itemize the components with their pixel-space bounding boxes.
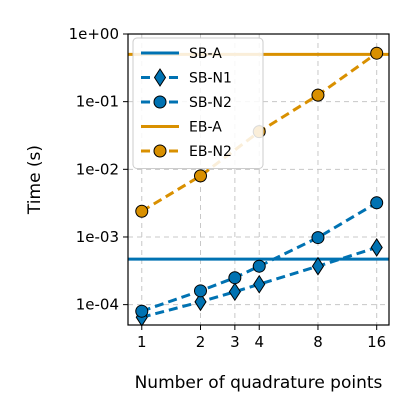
data-point xyxy=(370,46,384,60)
axes-frame xyxy=(127,33,390,326)
y-tick-label: 1e-03 xyxy=(76,228,119,246)
x-axis-label: Number of quadrature points xyxy=(135,373,383,393)
data-point xyxy=(370,196,384,210)
x-tick-label: 1 xyxy=(137,333,147,351)
legend-entry: EB-N2 xyxy=(141,144,232,160)
legend-label: SB-N2 xyxy=(189,95,232,111)
data-point xyxy=(253,274,266,294)
legend-marker xyxy=(153,68,167,87)
legend-entry: SB-N2 xyxy=(141,95,232,111)
data-point xyxy=(135,204,149,218)
legend-label: EB-N2 xyxy=(189,144,232,160)
y-tick-label: 1e-04 xyxy=(76,296,119,314)
y-axis-label: Time (s) xyxy=(25,145,45,215)
data-point xyxy=(135,304,149,318)
series-sb-n2 xyxy=(135,196,384,318)
x-tick-label: 8 xyxy=(313,333,323,351)
legend-label: SB-A xyxy=(189,46,222,62)
legend: SB-A SB-N1 SB-N2 EB-A EB-N2 xyxy=(132,37,264,169)
x-tick-label: 16 xyxy=(367,333,386,351)
ticks: 1 2 3 4 8 16 1e-04 1e-03 1e-02 1e-01 1e+00 xyxy=(69,25,387,351)
data-point xyxy=(194,292,207,312)
y-tick-label: 1e+00 xyxy=(69,25,119,43)
data-point xyxy=(228,271,242,285)
legend-label: SB-N1 xyxy=(189,71,232,87)
legend-entry: SB-A xyxy=(141,46,222,62)
legend-marker xyxy=(153,95,167,109)
x-tick-label: 4 xyxy=(254,333,264,351)
data-point xyxy=(194,284,208,298)
x-tick-label: 3 xyxy=(230,333,240,351)
legend-entry: EB-A xyxy=(141,120,222,136)
data-point xyxy=(311,231,325,245)
legend-label: EB-A xyxy=(189,120,222,136)
x-tick-label: 2 xyxy=(196,333,206,351)
data-point xyxy=(252,259,266,273)
y-tick-label: 1e-01 xyxy=(76,93,119,111)
legend-entry: SB-N1 xyxy=(141,68,232,87)
y-tick-label: 1e-02 xyxy=(76,160,119,178)
data-point xyxy=(194,169,208,183)
data-point xyxy=(311,88,325,102)
legend-box xyxy=(132,37,264,169)
series-line xyxy=(141,246,378,319)
legend-marker xyxy=(153,144,167,158)
data-point xyxy=(228,282,241,302)
data-point xyxy=(370,238,383,257)
data-point xyxy=(311,256,325,276)
series-line xyxy=(141,201,378,313)
